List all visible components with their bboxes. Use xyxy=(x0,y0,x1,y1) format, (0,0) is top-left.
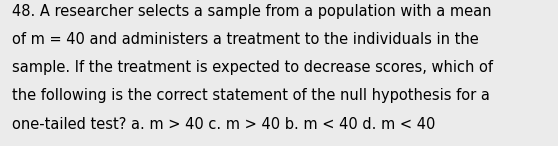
Text: of m = 40 and administers a treatment to the individuals in the: of m = 40 and administers a treatment to… xyxy=(12,32,479,47)
Text: one-tailed test? a. m > 40 c. m > 40 b. m < 40 d. m < 40: one-tailed test? a. m > 40 c. m > 40 b. … xyxy=(12,117,436,132)
Text: sample. If the treatment is expected to decrease scores, which of: sample. If the treatment is expected to … xyxy=(12,60,493,75)
Text: 48. A researcher selects a sample from a population with a mean: 48. A researcher selects a sample from a… xyxy=(12,4,492,19)
Text: the following is the correct statement of the null hypothesis for a: the following is the correct statement o… xyxy=(12,88,490,104)
